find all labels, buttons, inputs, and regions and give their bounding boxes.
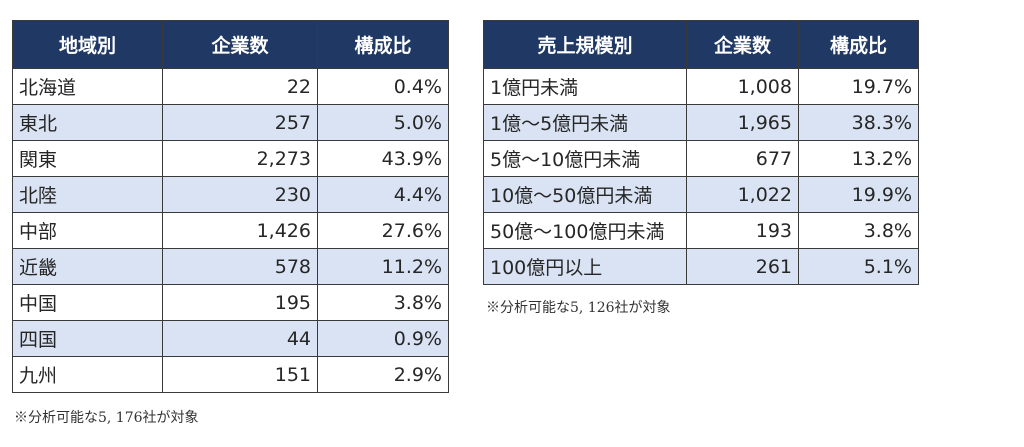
size-name-cell: 100億円以上	[483, 248, 687, 285]
table-row: 九州 151 2.9%	[12, 356, 449, 393]
size-name-cell: 1億～5億円未満	[483, 104, 687, 141]
region-table: 地域別 企業数 構成比 北海道 22 0.4% 東北 257 5.0% 関東 2…	[12, 20, 449, 393]
region-name-cell: 北陸	[12, 176, 163, 213]
table-row: 中国 195 3.8%	[12, 284, 449, 321]
table-row: 1億～5億円未満 1,965 38.3%	[483, 104, 919, 141]
table-row: 四国 44 0.9%	[12, 320, 449, 357]
region-name-cell: 四国	[12, 320, 163, 357]
region-ratio-cell: 11.2%	[317, 248, 449, 285]
size-ratio-cell: 5.1%	[798, 248, 919, 285]
region-ratio-cell: 0.4%	[317, 68, 449, 105]
region-ratio-cell: 4.4%	[317, 176, 449, 213]
size-ratio-cell: 3.8%	[798, 212, 919, 249]
region-ratio-cell: 43.9%	[317, 140, 449, 177]
size-header-count: 企業数	[686, 20, 799, 69]
region-ratio-cell: 0.9%	[317, 320, 449, 357]
table-row: 北海道 22 0.4%	[12, 68, 449, 105]
region-ratio-cell: 5.0%	[317, 104, 449, 141]
size-name-cell: 10億～50億円未満	[483, 176, 687, 213]
sales-size-table-footnote: ※分析可能な5, 126社が対象	[486, 300, 671, 316]
size-count-cell: 193	[686, 212, 799, 249]
size-name-cell: 5億～10億円未満	[483, 140, 687, 177]
region-count-cell: 22	[162, 68, 318, 105]
region-ratio-cell: 3.8%	[317, 284, 449, 321]
region-count-cell: 151	[162, 356, 318, 393]
region-count-cell: 2,273	[162, 140, 318, 177]
region-header-area: 地域別	[12, 20, 163, 69]
table-row: 東北 257 5.0%	[12, 104, 449, 141]
table-row: 北陸 230 4.4%	[12, 176, 449, 213]
size-header-ratio: 構成比	[798, 20, 919, 69]
size-header-scale: 売上規模別	[483, 20, 687, 69]
region-header-count: 企業数	[162, 20, 318, 69]
size-count-cell: 261	[686, 248, 799, 285]
region-count-cell: 1,426	[162, 212, 318, 249]
region-count-cell: 195	[162, 284, 318, 321]
region-name-cell: 東北	[12, 104, 163, 141]
region-header-ratio: 構成比	[317, 20, 449, 69]
region-table-header-row: 地域別 企業数 構成比	[12, 20, 449, 69]
size-ratio-cell: 19.9%	[798, 176, 919, 213]
region-name-cell: 関東	[12, 140, 163, 177]
table-row: 中部 1,426 27.6%	[12, 212, 449, 249]
region-count-cell: 257	[162, 104, 318, 141]
size-count-cell: 1,008	[686, 68, 799, 105]
sales-size-table-header-row: 売上規模別 企業数 構成比	[483, 20, 919, 69]
table-row: 5億～10億円未満 677 13.2%	[483, 140, 919, 177]
region-count-cell: 578	[162, 248, 318, 285]
sales-size-table: 売上規模別 企業数 構成比 1億円未満 1,008 19.7% 1億～5億円未満…	[483, 20, 919, 285]
region-ratio-cell: 27.6%	[317, 212, 449, 249]
table-row: 関東 2,273 43.9%	[12, 140, 449, 177]
size-count-cell: 677	[686, 140, 799, 177]
table-row: 100億円以上 261 5.1%	[483, 248, 919, 285]
region-table-footnote: ※分析可能な5, 176社が対象	[14, 410, 199, 426]
region-name-cell: 中国	[12, 284, 163, 321]
size-ratio-cell: 13.2%	[798, 140, 919, 177]
region-count-cell: 230	[162, 176, 318, 213]
region-name-cell: 北海道	[12, 68, 163, 105]
size-ratio-cell: 19.7%	[798, 68, 919, 105]
size-name-cell: 50億～100億円未満	[483, 212, 687, 249]
size-count-cell: 1,965	[686, 104, 799, 141]
size-name-cell: 1億円未満	[483, 68, 687, 105]
table-row: 近畿 578 11.2%	[12, 248, 449, 285]
region-count-cell: 44	[162, 320, 318, 357]
region-ratio-cell: 2.9%	[317, 356, 449, 393]
region-name-cell: 九州	[12, 356, 163, 393]
table-row: 50億～100億円未満 193 3.8%	[483, 212, 919, 249]
size-ratio-cell: 38.3%	[798, 104, 919, 141]
region-name-cell: 中部	[12, 212, 163, 249]
size-count-cell: 1,022	[686, 176, 799, 213]
table-row: 10億～50億円未満 1,022 19.9%	[483, 176, 919, 213]
table-row: 1億円未満 1,008 19.7%	[483, 68, 919, 105]
region-name-cell: 近畿	[12, 248, 163, 285]
